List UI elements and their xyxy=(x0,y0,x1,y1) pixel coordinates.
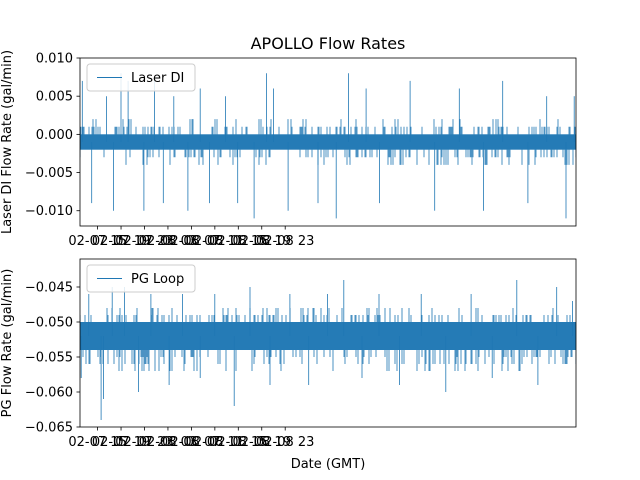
series-core-band xyxy=(80,134,576,150)
y-tick-label: 0.010 xyxy=(36,52,73,67)
series-laser-di xyxy=(80,73,576,219)
y-axis-label: PG Flow Rate (gal/min) xyxy=(0,269,15,418)
x-tick-label: 02-07 23 xyxy=(115,435,173,450)
x-tick-label: 02-08 07 xyxy=(162,435,220,450)
y-tick-label: −0.005 xyxy=(25,166,73,181)
y-axis-label: Laser DI Flow Rate (gal/min) xyxy=(0,50,15,234)
x-axis-label: Date (GMT) xyxy=(291,457,366,472)
x-tick-label: 02-07 15 xyxy=(68,435,126,450)
legend: PG Loop xyxy=(86,264,196,293)
chart-title: APOLLO Flow Rates xyxy=(251,34,406,53)
x-tick-label: 02-08 19 xyxy=(233,234,291,249)
x-tick-label: 02-08 03 xyxy=(139,435,197,450)
x-tick-label: 02-07 19 xyxy=(92,234,150,249)
x-tick-label: 02-08 11 xyxy=(186,435,244,450)
series-pg-loop xyxy=(80,280,576,420)
legend-box xyxy=(86,63,196,92)
y-tick-label: −0.045 xyxy=(25,281,73,296)
laser-di-panel: 0.010 0.005 0.000 −0.005 −0.010 02-07 1502-07… xyxy=(0,50,577,249)
y-tick-label: −0.010 xyxy=(25,204,73,219)
x-tick-label: 02-08 15 xyxy=(209,234,267,249)
series-core-band xyxy=(80,322,576,350)
y-tick-label: −0.065 xyxy=(25,421,73,436)
x-tick-label: 02-08 07 xyxy=(162,234,220,249)
x-tick-label: 02-08 15 xyxy=(209,435,267,450)
legend-box xyxy=(86,264,196,293)
x-tick-label: 02-07 19 xyxy=(92,435,150,450)
x-tick-label: 02-08 11 xyxy=(186,234,244,249)
y-tick-label: −0.050 xyxy=(25,316,73,331)
axes-frame xyxy=(79,258,577,428)
y-tick-label: 0.000 xyxy=(36,128,73,143)
legend-label: Laser DI xyxy=(131,71,184,86)
y-tick-label: −0.060 xyxy=(25,386,73,401)
x-tick-label: 02-08 19 xyxy=(233,435,291,450)
x-tick-label: 02-08 03 xyxy=(139,234,197,249)
axes-frame xyxy=(79,57,577,227)
x-tick-label: 02-08 23 xyxy=(256,234,314,249)
x-tick-label: 02-07 15 xyxy=(68,234,126,249)
legend: Laser DI xyxy=(86,63,196,92)
legend-label: PG Loop xyxy=(131,272,184,287)
y-tick-label: −0.055 xyxy=(25,351,73,366)
y-tick-label: 0.005 xyxy=(36,90,73,105)
x-tick-label: 02-07 23 xyxy=(115,234,173,249)
x-tick-label: 02-08 23 xyxy=(256,435,314,450)
